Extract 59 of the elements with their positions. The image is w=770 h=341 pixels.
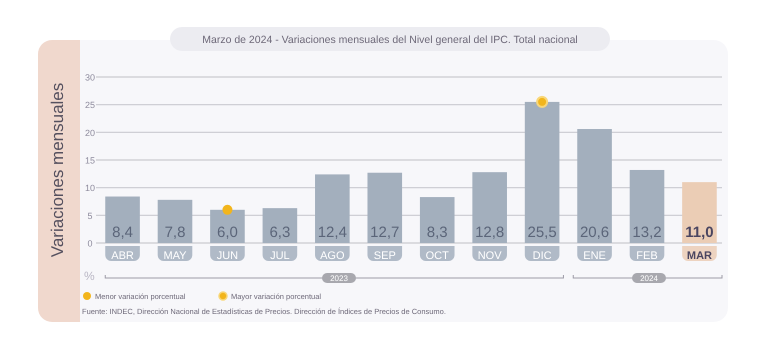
text: 2023: [330, 274, 348, 283]
label-tab: MAY: [158, 246, 192, 262]
x-tick-label: AGO: [320, 250, 345, 262]
data-label: 13,2: [632, 224, 662, 241]
data-label: 8,3: [426, 224, 448, 241]
bar: [577, 129, 612, 243]
data-label: 6,0: [217, 224, 238, 241]
x-tick-label: DIC: [532, 250, 552, 262]
data-label: 25,5: [528, 224, 557, 241]
y-tick-label: 30: [84, 72, 96, 82]
x-tick-label: OCT: [426, 250, 450, 262]
data-label: 8,4: [112, 224, 133, 241]
label-tab: MAR: [682, 246, 717, 262]
data-label: 12,8: [475, 224, 504, 241]
bar: [420, 197, 455, 243]
label-tab: SEP: [367, 246, 402, 262]
data-label: 6,3: [269, 224, 290, 241]
data-label: 12,7: [370, 224, 400, 241]
x-tick-label: ABR: [111, 250, 134, 262]
x-tick-label: FEB: [636, 250, 658, 262]
y-tick-label: 0: [87, 238, 93, 248]
text: %: [84, 269, 95, 283]
bar: [262, 208, 298, 243]
label-tab: DIC: [524, 246, 560, 262]
y-tick-label: 20: [84, 128, 96, 138]
bar: [105, 196, 140, 243]
label-tab: FEB: [630, 246, 664, 262]
y-tick-label: 15: [84, 156, 96, 166]
y-axis-title: Variaciones mensuales: [48, 82, 67, 258]
text: 2024: [640, 274, 658, 283]
x-tick-label: JUN: [216, 250, 238, 262]
y-tick-label: 25: [84, 100, 96, 110]
y-tick-label: 5: [87, 210, 93, 221]
bar: [315, 174, 350, 243]
label-tab: ABR: [105, 246, 140, 262]
bar: [524, 102, 560, 243]
data-label: 7,8: [164, 224, 186, 241]
x-tick-label: JUL: [270, 250, 290, 262]
x-tick-label: MAR: [686, 250, 712, 262]
data-label: 11,0: [685, 224, 714, 241]
bar: [630, 170, 664, 243]
data-label: 12,4: [318, 224, 347, 241]
label-tab: JUN: [210, 246, 245, 262]
label-tab: ENE: [577, 246, 612, 262]
bar: [472, 172, 507, 243]
bar: [682, 182, 717, 243]
x-tick-label: MAY: [163, 250, 188, 262]
y-tick-label: 10: [84, 183, 96, 194]
bar: [158, 200, 192, 243]
label-tab: OCT: [420, 246, 455, 262]
label-tab: JUL: [262, 246, 298, 262]
x-tick-label: NOV: [478, 250, 502, 262]
x-tick-label: ENE: [583, 250, 606, 262]
bar: [367, 172, 402, 243]
label-tab: AGO: [315, 246, 350, 262]
label-tab: NOV: [472, 246, 507, 262]
chart-title: Marzo de 2024 - Variaciones mensuales del Nivel general del IPC. Total nacional: [202, 34, 578, 46]
data-label: 20,6: [580, 224, 610, 241]
x-tick-label: SEP: [374, 250, 396, 262]
